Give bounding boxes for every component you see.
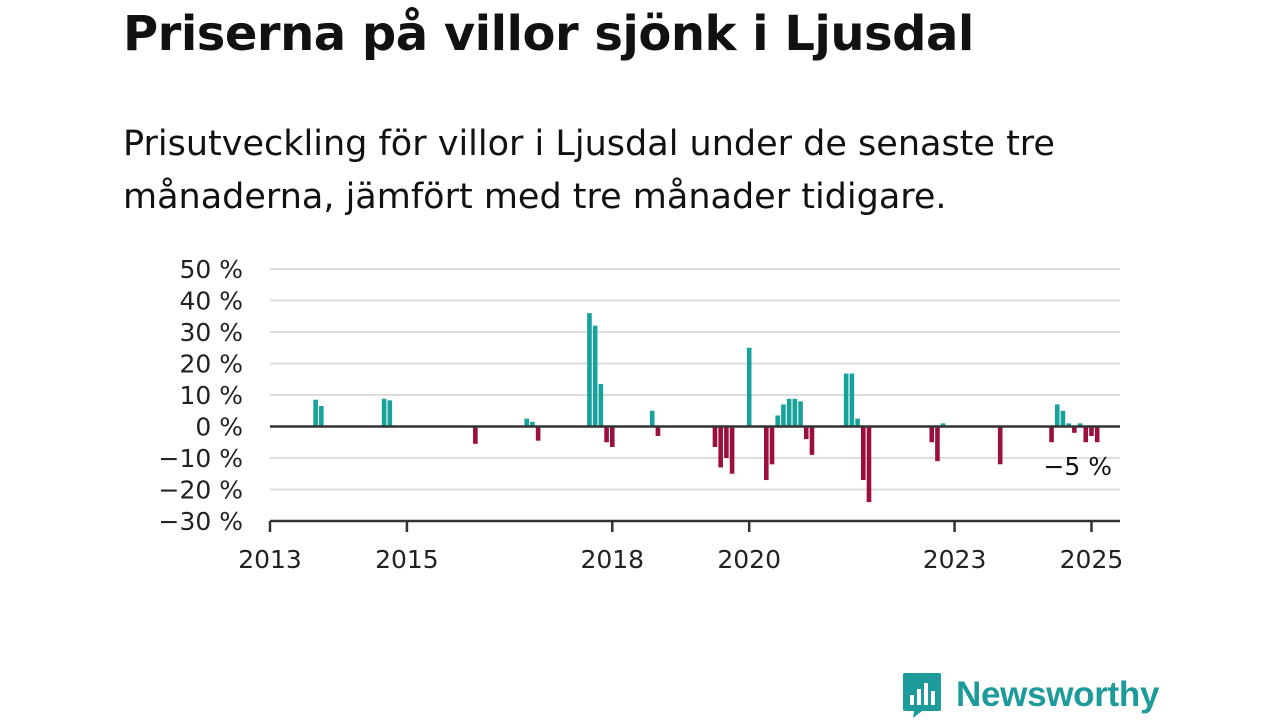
bar <box>319 406 324 427</box>
bar <box>1066 423 1071 427</box>
bar <box>649 410 655 427</box>
y-tick-label: −20 % <box>159 476 243 505</box>
bar <box>473 426 478 444</box>
bar <box>764 426 769 481</box>
bar <box>1094 426 1100 443</box>
bar <box>1077 423 1083 427</box>
bar <box>855 418 860 427</box>
bar <box>587 313 592 427</box>
x-tick-label: 2018 <box>580 545 644 574</box>
y-tick-label: 50 % <box>179 255 243 284</box>
bar <box>781 404 786 427</box>
bar <box>724 426 729 458</box>
bar <box>381 398 387 427</box>
bar <box>935 426 940 462</box>
brand-name: Newsworthy <box>956 675 1160 714</box>
bar <box>592 325 598 427</box>
bar <box>1089 426 1094 436</box>
newsworthy-logo[interactable]: Newsworthy <box>902 670 1159 720</box>
bar <box>712 426 718 447</box>
x-axis-tick-labels: 2013 2015 2018 2020 2023 2025 <box>238 545 1123 574</box>
bar <box>866 426 872 503</box>
bar <box>849 373 855 427</box>
chart-title: Priserna på villor sjönk i Ljusdal <box>123 6 974 62</box>
bar <box>1049 426 1054 443</box>
bar <box>524 418 530 427</box>
bar <box>746 347 752 427</box>
y-tick-label: −30 % <box>159 507 243 536</box>
bar <box>860 426 866 481</box>
bar <box>929 426 935 443</box>
bar <box>729 426 735 474</box>
x-tick-label: 2025 <box>1060 545 1124 574</box>
bar <box>598 383 604 427</box>
y-axis-tick-labels: 50 % 40 %30 % 20 %10 % 0 %−10 % −20 %−30 % <box>159 255 243 536</box>
last-value-label: −5 % <box>1043 452 1112 481</box>
bar <box>798 401 803 427</box>
axes <box>268 425 1120 532</box>
y-tick-label: −10 % <box>159 444 243 473</box>
y-tick-label: 20 % <box>179 350 243 379</box>
x-tick-label: 2013 <box>238 545 302 574</box>
bar <box>792 398 798 427</box>
bar <box>803 426 809 440</box>
bar <box>1054 404 1060 427</box>
bar <box>1060 410 1066 427</box>
bar <box>786 398 792 427</box>
x-tick-label: 2020 <box>717 545 781 574</box>
bar <box>775 415 781 427</box>
y-tick-label: 40 % <box>179 287 243 316</box>
bar <box>843 373 849 427</box>
bar <box>655 426 661 436</box>
y-tick-label: 30 % <box>179 318 243 347</box>
bar <box>530 421 535 427</box>
bar <box>769 426 775 465</box>
y-tick-label: 10 % <box>179 381 243 410</box>
bar <box>997 426 1003 465</box>
bar <box>1072 426 1077 433</box>
x-tick-label: 2023 <box>923 545 987 574</box>
bar <box>387 400 393 427</box>
grid-lines <box>270 268 1120 522</box>
y-tick-label: 0 % <box>195 413 243 442</box>
bar <box>940 423 946 427</box>
bar <box>718 426 723 468</box>
bar <box>313 399 318 427</box>
chart-subtitle: Prisutveckling för villor i Ljusdal unde… <box>123 124 1055 217</box>
bars <box>313 313 1100 503</box>
bar <box>604 426 609 443</box>
x-tick-label: 2015 <box>375 545 439 574</box>
bar <box>609 426 615 447</box>
bar-chart-logo-icon <box>903 673 941 718</box>
bar <box>535 426 541 441</box>
bar <box>809 426 815 455</box>
bar <box>1083 426 1089 443</box>
